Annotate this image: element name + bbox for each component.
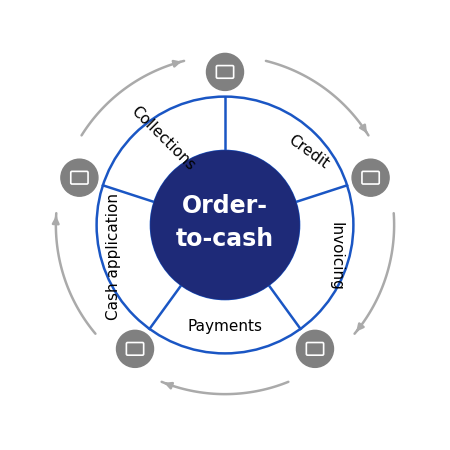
Text: Invoicing: Invoicing xyxy=(328,222,344,291)
Circle shape xyxy=(87,87,363,363)
Circle shape xyxy=(61,159,98,196)
Circle shape xyxy=(297,330,333,367)
Circle shape xyxy=(117,330,153,367)
Text: Cash application: Cash application xyxy=(106,193,122,320)
Text: Payments: Payments xyxy=(188,319,262,334)
Circle shape xyxy=(207,54,243,90)
Circle shape xyxy=(151,151,299,299)
Circle shape xyxy=(352,159,389,196)
Text: Order-
to-cash: Order- to-cash xyxy=(176,194,274,251)
Text: Collections: Collections xyxy=(128,103,198,173)
Text: Credit: Credit xyxy=(285,132,331,171)
